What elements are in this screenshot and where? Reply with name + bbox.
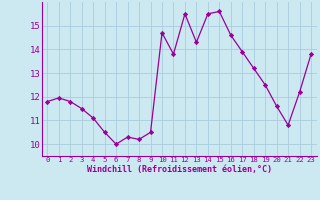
X-axis label: Windchill (Refroidissement éolien,°C): Windchill (Refroidissement éolien,°C)	[87, 165, 272, 174]
